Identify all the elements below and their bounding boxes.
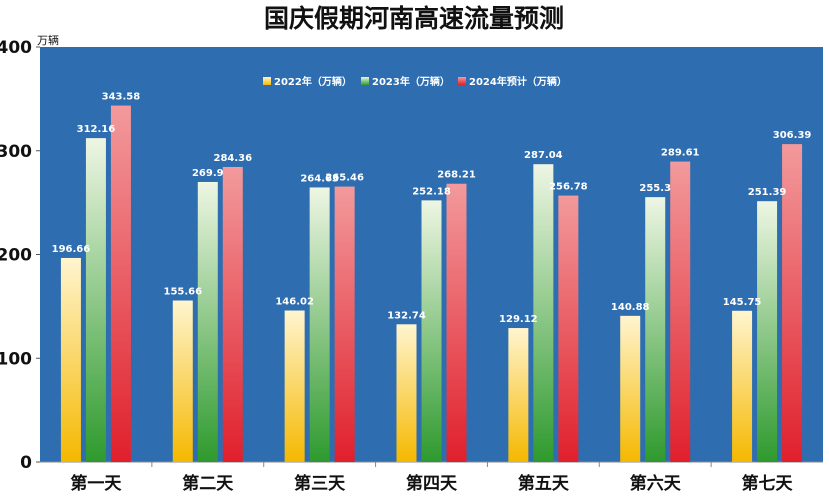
legend: 2022年（万辆） 2023年（万辆） 2024年预计（万辆）	[263, 75, 567, 88]
bar-series	[60, 105, 803, 463]
data-label: 265.46	[325, 173, 364, 184]
legend-entry: 2022年（万辆）	[274, 75, 352, 88]
data-label: 129.12	[499, 314, 538, 325]
data-label: 251.39	[748, 187, 787, 198]
legend-entry: 2023年（万辆）	[372, 75, 450, 88]
x-tick-label: 第七天	[742, 473, 794, 494]
bar	[172, 300, 193, 462]
y-tick-label: 0	[20, 453, 32, 473]
bar	[732, 310, 753, 462]
y-tick-label: 200	[0, 246, 32, 266]
bar	[396, 324, 417, 462]
data-label: 269.9	[192, 168, 224, 179]
bar	[110, 105, 131, 462]
bar	[334, 186, 355, 462]
bar	[508, 328, 529, 462]
bar	[197, 181, 218, 462]
bar	[670, 161, 691, 462]
bar	[421, 200, 442, 462]
data-label: 196.66	[52, 244, 91, 255]
data-label: 287.04	[524, 150, 563, 161]
x-tick-label: 第一天	[70, 473, 122, 494]
data-label: 343.58	[102, 92, 141, 103]
y-tick-label: 300	[0, 142, 32, 162]
y-tick-label: 400	[0, 38, 32, 58]
data-label: 132.74	[387, 310, 426, 321]
data-label: 289.61	[661, 148, 700, 159]
x-tick-label: 第四天	[406, 473, 458, 494]
x-tick-label: 第五天	[518, 473, 570, 494]
data-label: 140.88	[611, 302, 650, 313]
data-label: 256.78	[549, 182, 588, 193]
bar	[284, 310, 305, 462]
x-tick-label: 第六天	[630, 473, 682, 494]
legend-entry: 2024年预计（万辆）	[469, 75, 567, 88]
data-labels: 196.66 312.16 343.58 155.66 269.9 284.36 146.0…	[52, 92, 812, 326]
bar	[558, 195, 579, 462]
bar	[757, 201, 778, 463]
data-label: 155.66	[163, 287, 202, 298]
legend-swatch	[458, 77, 466, 85]
x-tick-label: 第三天	[294, 473, 346, 494]
legend-swatch	[361, 77, 369, 85]
data-label: 252.18	[412, 186, 451, 197]
bar	[620, 315, 641, 462]
y-axis-unit: 万辆	[37, 33, 59, 47]
bar	[782, 144, 803, 463]
bar	[85, 138, 106, 462]
data-label: 268.21	[437, 170, 476, 181]
bar	[533, 164, 554, 463]
bar	[222, 166, 243, 462]
y-axis: 0 100 200 300 400	[0, 38, 40, 473]
data-label: 264.63	[300, 173, 339, 184]
data-label: 255.3	[639, 183, 671, 194]
bar	[309, 187, 330, 462]
y-tick-label: 100	[0, 349, 32, 369]
data-label: 145.75	[723, 297, 762, 308]
data-label: 146.02	[275, 297, 314, 308]
bar	[60, 257, 81, 462]
x-axis: 第一天 第二天 第三天 第四天 第五天 第六天 第七天	[40, 461, 823, 494]
data-label: 312.16	[77, 124, 116, 135]
data-label: 284.36	[213, 153, 252, 164]
legend-swatch	[263, 77, 271, 85]
chart-title: 国庆假期河南高速流量预测	[264, 4, 564, 33]
bar	[446, 183, 467, 463]
data-label: 306.39	[773, 130, 812, 141]
bar	[645, 197, 666, 462]
x-tick-label: 第二天	[182, 473, 234, 494]
